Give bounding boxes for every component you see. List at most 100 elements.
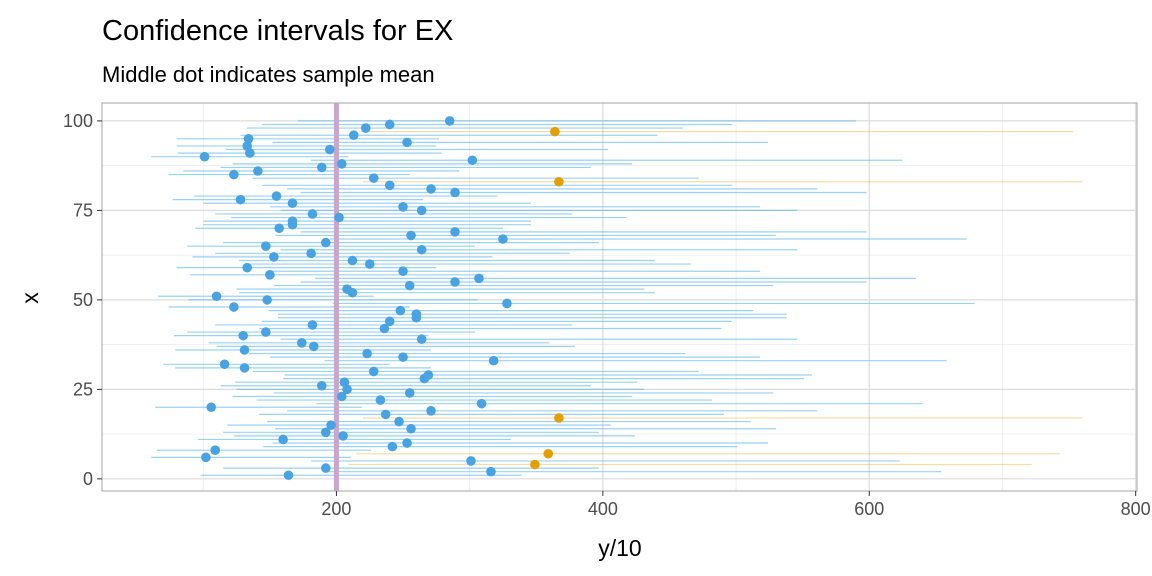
- mean-point: [488, 355, 499, 366]
- mean-point: [411, 309, 422, 319]
- mean-point: [530, 459, 540, 470]
- mean-point: [402, 137, 412, 148]
- mean-point: [416, 334, 427, 345]
- mean-point: [265, 270, 275, 280]
- mean-point: [364, 259, 375, 269]
- mean-point: [316, 162, 327, 173]
- y-tick-label: 75: [73, 200, 93, 220]
- mean-point: [307, 209, 318, 219]
- mean-point: [199, 151, 210, 162]
- mean-point: [307, 320, 318, 330]
- mean-point: [239, 363, 250, 373]
- mean-point: [210, 445, 221, 455]
- mean-point: [368, 366, 379, 377]
- mean-point: [554, 176, 564, 187]
- mean-point: [362, 348, 372, 359]
- mean-point: [348, 130, 359, 141]
- mean-point: [320, 427, 331, 438]
- mean-point: [338, 431, 348, 441]
- mean-point: [466, 456, 476, 466]
- mean-point: [242, 141, 252, 151]
- mean-point: [342, 284, 352, 294]
- mean-point: [498, 234, 508, 244]
- mean-point: [308, 341, 319, 352]
- mean-point: [474, 273, 484, 284]
- mean-point: [283, 470, 294, 481]
- mean-point: [387, 441, 398, 452]
- mean-point: [336, 159, 347, 169]
- panel-border: [101, 102, 1138, 492]
- mean-point: [394, 416, 404, 427]
- mean-point: [206, 402, 217, 413]
- mean-point: [306, 248, 316, 259]
- mean-point: [274, 223, 284, 234]
- mean-point: [486, 466, 496, 477]
- mean-point: [450, 187, 460, 198]
- mean-point: [243, 133, 254, 144]
- mean-point: [550, 126, 560, 137]
- mean-point: [404, 388, 415, 398]
- mean-point: [326, 420, 336, 430]
- mean-point: [347, 255, 358, 266]
- y-tick-label: 0: [83, 469, 93, 489]
- chart-subtitle: Middle dot indicates sample mean: [102, 62, 435, 87]
- mean-point: [450, 227, 460, 237]
- chart-title: Confidence intervals for EX: [102, 15, 453, 47]
- mean-point: [261, 327, 271, 337]
- y-tick-label: 100: [63, 111, 93, 131]
- mean-point: [423, 370, 434, 380]
- mean-point: [444, 116, 455, 126]
- mean-point: [416, 205, 427, 216]
- y-tick-label: 25: [73, 379, 93, 399]
- mean-point: [406, 423, 416, 434]
- y-tick-label: 50: [73, 290, 93, 310]
- mean-point: [316, 380, 327, 391]
- mean-point: [375, 395, 386, 405]
- mean-point: [324, 144, 335, 155]
- mean-point: [242, 262, 252, 273]
- mean-point: [334, 212, 344, 223]
- mean-point: [339, 377, 350, 387]
- x-tick-label: 200: [321, 499, 351, 519]
- mean-point: [402, 438, 412, 448]
- mean-point: [297, 338, 307, 348]
- mean-point: [238, 330, 248, 341]
- mean-point: [287, 198, 298, 209]
- mean-point: [269, 252, 279, 262]
- mean-point: [450, 277, 460, 287]
- mean-points: [199, 116, 564, 481]
- x-tick-label: 800: [1121, 499, 1151, 519]
- mean-point: [379, 323, 390, 334]
- x-axis-label: y/10: [598, 535, 641, 561]
- mean-point: [404, 280, 415, 291]
- mean-point: [239, 345, 250, 355]
- x-tick-label: 400: [588, 499, 618, 519]
- mean-point: [201, 452, 211, 463]
- mean-point: [467, 155, 478, 166]
- mean-point: [384, 316, 395, 327]
- mean-point: [543, 448, 554, 459]
- y-axis-label: x: [17, 292, 43, 304]
- mean-point: [384, 180, 395, 191]
- mean-point: [426, 406, 436, 416]
- mean-point: [320, 463, 331, 473]
- mean-point: [426, 184, 436, 194]
- mean-point: [476, 398, 487, 409]
- mean-point: [395, 305, 406, 316]
- mean-point: [262, 295, 272, 305]
- mean-point: [502, 298, 512, 309]
- mean-point: [278, 434, 288, 445]
- mean-point: [554, 413, 564, 423]
- mean-point: [416, 244, 427, 255]
- mean-point: [219, 359, 230, 370]
- mean-point: [406, 230, 416, 241]
- mean-point: [360, 123, 371, 133]
- mean-point: [229, 169, 239, 180]
- mean-point: [287, 216, 298, 226]
- mean-point: [384, 119, 395, 130]
- mean-point: [368, 173, 379, 183]
- mean-point: [211, 291, 222, 302]
- axis-ticks: 200 400 600 800 0 25 50 75 100: [63, 111, 1151, 519]
- mean-point: [235, 194, 246, 205]
